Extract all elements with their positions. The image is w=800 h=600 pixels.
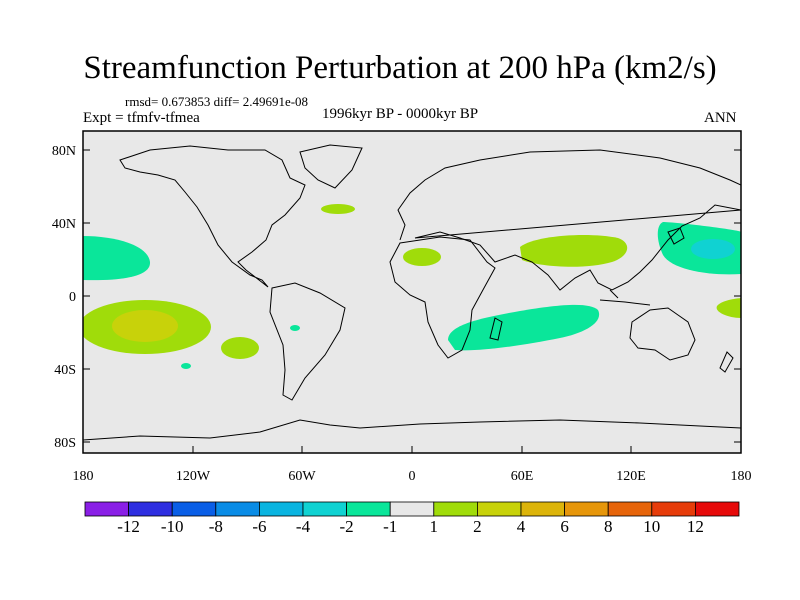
lon-label: 60E [511, 469, 534, 484]
colorbar-swatch [302, 501, 347, 517]
colorbar-swatch [389, 501, 435, 517]
colorbar-label: 12 [687, 517, 704, 536]
lat-label: 40S [54, 363, 76, 378]
lon-axis-labels: 180 120W 60W 0 60E 120E 180 [73, 469, 752, 484]
period-label: 1996kyr BP - 0000kyr BP [322, 106, 479, 122]
colorbar-label: -8 [209, 517, 223, 536]
lon-label: 180 [731, 469, 752, 484]
anomaly-region-positive [321, 204, 355, 214]
anomaly-region-positive [221, 337, 259, 359]
contour-fills [83, 204, 741, 369]
colorbar-label: 8 [604, 517, 613, 536]
colorbar [84, 501, 740, 517]
plot-title: Streamfunction Perturbation at 200 hPa (… [83, 50, 717, 86]
lon-label: 60W [288, 469, 316, 484]
lat-label: 0 [69, 290, 76, 305]
colorbar-swatch [128, 501, 173, 517]
colorbar-swatch [607, 501, 653, 517]
lon-label: 180 [73, 469, 94, 484]
lat-tick-marks [83, 149, 741, 443]
lat-axis-labels: 80N 40N 0 40S 80S [52, 144, 76, 451]
lat-label: 80N [52, 144, 76, 159]
colorbar-label: -6 [252, 517, 266, 536]
colorbar-swatch [346, 501, 391, 517]
rmsd-stats: rmsd= 0.673853 diff= 2.49691e-08 [125, 94, 309, 109]
colorbar-swatch [171, 501, 217, 517]
anomaly-region-positive [716, 298, 741, 318]
colorbar-label: 1 [430, 517, 439, 536]
colorbar-swatch [476, 501, 522, 517]
map-background [83, 131, 741, 453]
colorbar-swatch [258, 501, 304, 517]
colorbar-label: 4 [517, 517, 526, 536]
coastlines [83, 144, 741, 441]
colorbar-label: 2 [473, 517, 482, 536]
colorbar-label: -12 [117, 517, 140, 536]
colorbar-swatch [564, 501, 609, 517]
colorbar-swatch [651, 501, 696, 517]
anomaly-core-positive [112, 310, 178, 342]
experiment-label: Expt = tfmfv-tfmea [83, 110, 200, 126]
colorbar-label: 10 [643, 517, 660, 536]
lon-tick-marks [82, 446, 742, 453]
anomaly-region-negative [448, 304, 600, 351]
colorbar-label: 6 [560, 517, 569, 536]
lon-label: 0 [409, 469, 416, 484]
anomaly-region-positive [520, 235, 628, 267]
anomaly-core-negative [691, 239, 735, 259]
colorbar-label: -10 [161, 517, 184, 536]
anomaly-region-negative [290, 325, 300, 331]
season-label: ANN [704, 110, 737, 126]
colorbar-label: -1 [383, 517, 397, 536]
colorbar-label: -2 [340, 517, 354, 536]
lon-label: 120E [616, 469, 646, 484]
anomaly-region-negative [181, 363, 191, 369]
colorbar-labels: -12 -10 -8 -6 -4 -2 -1 1 2 4 6 8 10 12 [117, 517, 704, 536]
colorbar-swatch [520, 501, 565, 517]
anomaly-region-positive [403, 248, 441, 266]
lat-label: 80S [54, 436, 76, 451]
colorbar-swatch [84, 501, 129, 517]
colorbar-swatch [433, 501, 478, 517]
lat-label: 40N [52, 217, 76, 232]
colorbar-swatch [695, 501, 740, 517]
lon-label: 120W [176, 469, 211, 484]
anomaly-region-negative [83, 236, 151, 281]
colorbar-swatch [215, 501, 260, 517]
colorbar-label: -4 [296, 517, 311, 536]
